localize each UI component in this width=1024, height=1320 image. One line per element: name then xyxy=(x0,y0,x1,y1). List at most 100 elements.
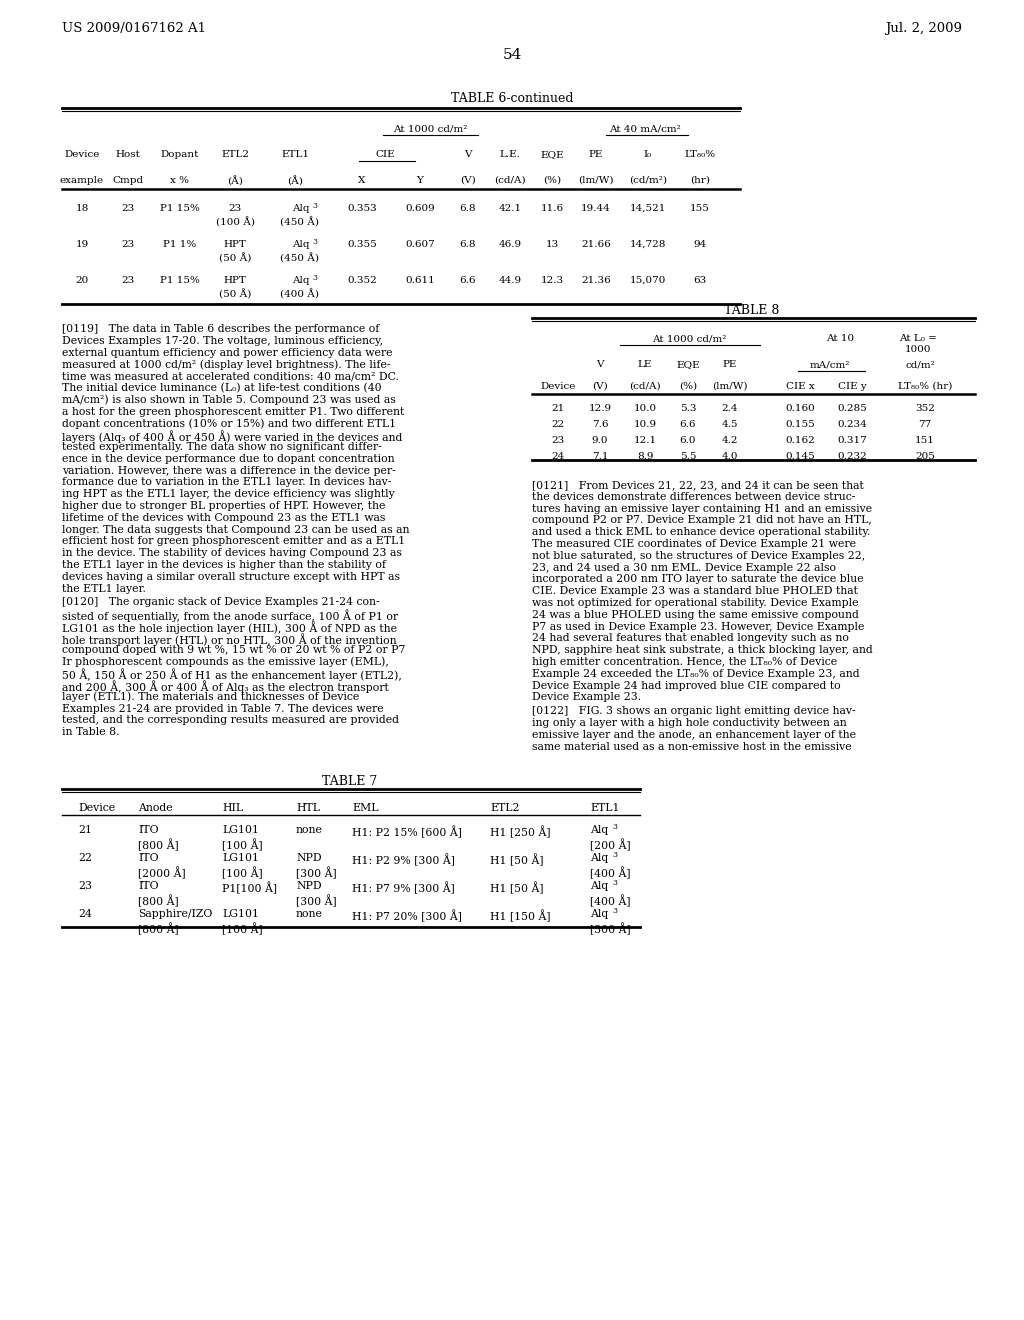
Text: At 40 mA/cm²: At 40 mA/cm² xyxy=(609,124,681,133)
Text: 12.9: 12.9 xyxy=(589,404,611,413)
Text: 23, and 24 used a 30 nm EML. Device Example 22 also: 23, and 24 used a 30 nm EML. Device Exam… xyxy=(532,562,836,573)
Text: Y: Y xyxy=(417,176,424,185)
Text: 24: 24 xyxy=(78,909,92,920)
Text: 8.9: 8.9 xyxy=(637,451,653,461)
Text: 0.232: 0.232 xyxy=(838,451,867,461)
Text: [300 Å]: [300 Å] xyxy=(296,895,337,907)
Text: ITO: ITO xyxy=(138,882,159,891)
Text: LG101: LG101 xyxy=(222,825,259,836)
Text: P1 1%: P1 1% xyxy=(164,240,197,249)
Text: The initial device luminance (L₀) at life-test conditions (40: The initial device luminance (L₀) at lif… xyxy=(62,383,382,393)
Text: Device Example 24 had improved blue CIE compared to: Device Example 24 had improved blue CIE … xyxy=(532,681,841,690)
Text: 18: 18 xyxy=(76,205,89,213)
Text: 9.0: 9.0 xyxy=(592,436,608,445)
Text: 21.66: 21.66 xyxy=(582,240,611,249)
Text: 44.9: 44.9 xyxy=(499,276,521,285)
Text: HPT: HPT xyxy=(223,240,247,249)
Text: the ETL1 layer in the devices is higher than the stability of: the ETL1 layer in the devices is higher … xyxy=(62,560,386,570)
Text: was not optimized for operational stability. Device Example: was not optimized for operational stabil… xyxy=(532,598,858,609)
Text: tested, and the corresponding results measured are provided: tested, and the corresponding results me… xyxy=(62,715,399,726)
Text: compound P2 or P7. Device Example 21 did not have an HTL,: compound P2 or P7. Device Example 21 did… xyxy=(532,515,871,525)
Text: HIL: HIL xyxy=(222,804,243,813)
Text: [400 Å]: [400 Å] xyxy=(590,866,631,879)
Text: H1 [50 Å]: H1 [50 Å] xyxy=(490,854,544,866)
Text: same material used as a non-emissive host in the emissive: same material used as a non-emissive hos… xyxy=(532,742,852,751)
Text: NPD: NPD xyxy=(296,854,322,863)
Text: (lm/W): (lm/W) xyxy=(579,176,613,185)
Text: 0.609: 0.609 xyxy=(406,205,435,213)
Text: 4.5: 4.5 xyxy=(722,420,738,429)
Text: 5.5: 5.5 xyxy=(680,451,696,461)
Text: ing only a layer with a high hole conductivity between an: ing only a layer with a high hole conduc… xyxy=(532,718,847,729)
Text: P1 15%: P1 15% xyxy=(160,205,200,213)
Text: 46.9: 46.9 xyxy=(499,240,521,249)
Text: dopant concentrations (10% or 15%) and two different ETL1: dopant concentrations (10% or 15%) and t… xyxy=(62,418,396,429)
Text: ETL2: ETL2 xyxy=(221,150,249,158)
Text: 23: 23 xyxy=(122,276,134,285)
Text: (lm/W): (lm/W) xyxy=(713,381,748,391)
Text: (400 Å): (400 Å) xyxy=(281,289,319,300)
Text: HPT: HPT xyxy=(223,276,247,285)
Text: (50 Å): (50 Å) xyxy=(219,289,251,300)
Text: 0.234: 0.234 xyxy=(838,420,867,429)
Text: CIE y: CIE y xyxy=(838,381,866,391)
Text: 77: 77 xyxy=(919,420,932,429)
Text: 3: 3 xyxy=(612,824,617,832)
Text: 24 was a blue PHOLED using the same emissive compound: 24 was a blue PHOLED using the same emis… xyxy=(532,610,859,620)
Text: 19: 19 xyxy=(76,240,89,249)
Text: 0.145: 0.145 xyxy=(785,451,815,461)
Text: 0.611: 0.611 xyxy=(406,276,435,285)
Text: and used a thick EML to enhance device operational stability.: and used a thick EML to enhance device o… xyxy=(532,527,870,537)
Text: 4.2: 4.2 xyxy=(722,436,738,445)
Text: 3: 3 xyxy=(312,238,317,246)
Text: 14,521: 14,521 xyxy=(630,205,667,213)
Text: [2000 Å]: [2000 Å] xyxy=(138,866,185,879)
Text: a host for the green phosphorescent emitter P1. Two different: a host for the green phosphorescent emit… xyxy=(62,407,404,417)
Text: Alq: Alq xyxy=(292,240,309,249)
Text: V: V xyxy=(596,360,604,370)
Text: P7 as used in Device Example 23. However, Device Example: P7 as used in Device Example 23. However… xyxy=(532,622,864,631)
Text: 7.1: 7.1 xyxy=(592,451,608,461)
Text: LE: LE xyxy=(638,360,652,370)
Text: 7.6: 7.6 xyxy=(592,420,608,429)
Text: ETL1: ETL1 xyxy=(590,804,620,813)
Text: tested experimentally. The data show no significant differ-: tested experimentally. The data show no … xyxy=(62,442,382,451)
Text: measured at 1000 cd/m² (display level brightness). The life-: measured at 1000 cd/m² (display level br… xyxy=(62,359,390,370)
Text: (%): (%) xyxy=(679,381,697,391)
Text: 11.6: 11.6 xyxy=(541,205,563,213)
Text: none: none xyxy=(296,825,323,836)
Text: layers (Alq₃ of 400 Å or 450 Å) were varied in the devices and: layers (Alq₃ of 400 Å or 450 Å) were var… xyxy=(62,430,402,444)
Text: 12.1: 12.1 xyxy=(634,436,656,445)
Text: PE: PE xyxy=(723,360,737,370)
Text: [100 Å]: [100 Å] xyxy=(222,866,262,879)
Text: V: V xyxy=(464,150,472,158)
Text: Anode: Anode xyxy=(138,804,173,813)
Text: 3: 3 xyxy=(612,851,617,859)
Text: hole transport layer (HTL) or no HTL, 300 Å of the invention: hole transport layer (HTL) or no HTL, 30… xyxy=(62,632,396,645)
Text: 0.317: 0.317 xyxy=(838,436,867,445)
Text: ITO: ITO xyxy=(138,854,159,863)
Text: 21: 21 xyxy=(78,825,92,836)
Text: (Å): (Å) xyxy=(227,176,243,186)
Text: HTL: HTL xyxy=(296,804,319,813)
Text: Devices Examples 17-20. The voltage, luminous efficiency,: Devices Examples 17-20. The voltage, lum… xyxy=(62,335,383,346)
Text: 4.0: 4.0 xyxy=(722,451,738,461)
Text: 15,070: 15,070 xyxy=(630,276,667,285)
Text: H1: P7 9% [300 Å]: H1: P7 9% [300 Å] xyxy=(352,882,455,894)
Text: 12.3: 12.3 xyxy=(541,276,563,285)
Text: in Table 8.: in Table 8. xyxy=(62,727,120,737)
Text: 10.0: 10.0 xyxy=(634,404,656,413)
Text: Device: Device xyxy=(541,381,575,391)
Text: 205: 205 xyxy=(915,451,935,461)
Text: 22: 22 xyxy=(78,854,92,863)
Text: ence in the device performance due to dopant concentration: ence in the device performance due to do… xyxy=(62,454,394,463)
Text: 6.8: 6.8 xyxy=(460,205,476,213)
Text: 352: 352 xyxy=(915,404,935,413)
Text: Alq: Alq xyxy=(590,854,608,863)
Text: 21.36: 21.36 xyxy=(582,276,611,285)
Text: high emitter concentration. Hence, the LT₈₀% of Device: high emitter concentration. Hence, the L… xyxy=(532,657,838,667)
Text: NPD, sapphire heat sink substrate, a thick blocking layer, and: NPD, sapphire heat sink substrate, a thi… xyxy=(532,645,872,655)
Text: LG101: LG101 xyxy=(222,854,259,863)
Text: layer (ETL1). The materials and thicknesses of Device: layer (ETL1). The materials and thicknes… xyxy=(62,692,359,702)
Text: 21: 21 xyxy=(551,404,564,413)
